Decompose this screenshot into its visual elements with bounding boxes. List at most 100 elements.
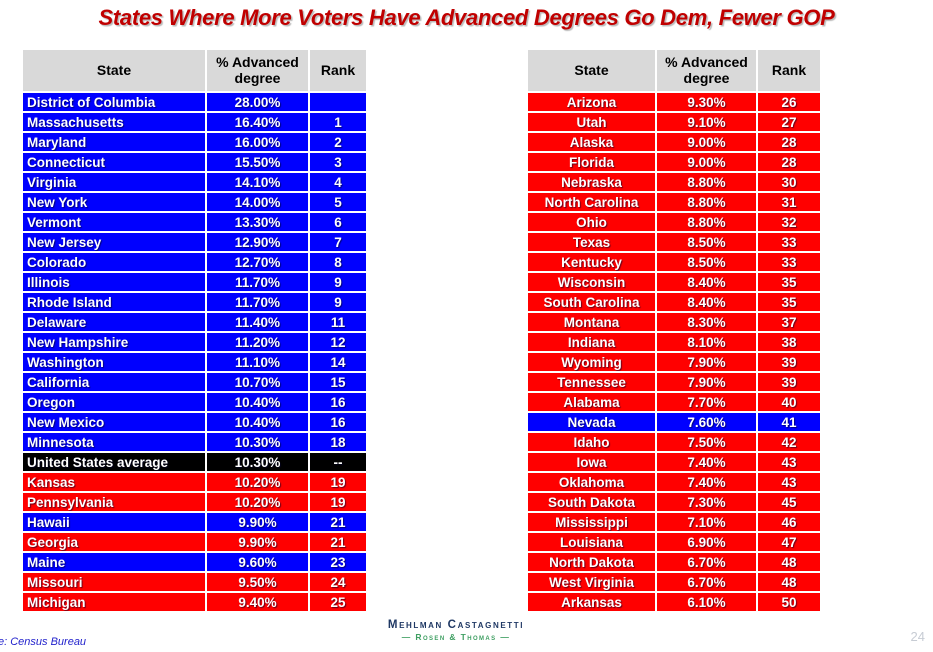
header-row: State% Advanced degree Rank <box>23 50 366 91</box>
cell-state: Ohio <box>528 213 655 231</box>
cell-pct: 28.00% <box>207 93 308 111</box>
table-row: Florida 9.00% 28 <box>528 153 820 171</box>
cell-pct: 14.10% <box>207 173 308 191</box>
cell-state: South Carolina <box>528 293 655 311</box>
cell-pct: 8.50% <box>657 253 756 271</box>
table-row: Hawaii 9.90% 21 <box>23 513 366 531</box>
cell-rank: 2 <box>310 133 366 151</box>
table-row: North Carolina 8.80% 31 <box>528 193 820 211</box>
cell-pct: 8.40% <box>657 293 756 311</box>
cell-rank: 21 <box>310 533 366 551</box>
cell-rank: 3 <box>310 153 366 171</box>
cell-state: Tennessee <box>528 373 655 391</box>
cell-pct: 13.30% <box>207 213 308 231</box>
cell-state: United States average <box>23 453 205 471</box>
cell-state: Kentucky <box>528 253 655 271</box>
cell-pct: 10.40% <box>207 393 308 411</box>
page-number: 24 <box>910 629 925 644</box>
cell-state: Arkansas <box>528 593 655 611</box>
cell-state: Washington <box>23 353 205 371</box>
cell-rank: 35 <box>758 273 820 291</box>
cell-state: North Dakota <box>528 553 655 571</box>
cell-rank: 21 <box>310 513 366 531</box>
cell-state: Kansas <box>23 473 205 491</box>
cell-pct: 10.30% <box>207 453 308 471</box>
cell-pct: 10.20% <box>207 493 308 511</box>
cell-state: Maryland <box>23 133 205 151</box>
cell-pct: 8.80% <box>657 193 756 211</box>
cell-pct: 11.70% <box>207 273 308 291</box>
table-row: South Carolina 8.40% 35 <box>528 293 820 311</box>
cell-rank: 28 <box>758 133 820 151</box>
table-row: Georgia 9.90% 21 <box>23 533 366 551</box>
cell-state: New York <box>23 193 205 211</box>
cell-pct: 7.90% <box>657 373 756 391</box>
cell-pct: 12.90% <box>207 233 308 251</box>
cell-state: Nebraska <box>528 173 655 191</box>
cell-state: Alabama <box>528 393 655 411</box>
table-row: Maine 9.60% 23 <box>23 553 366 571</box>
cell-state: Minnesota <box>23 433 205 451</box>
cell-pct: 7.60% <box>657 413 756 431</box>
cell-pct: 7.50% <box>657 433 756 451</box>
table-row: Indiana 8.10% 38 <box>528 333 820 351</box>
cell-rank: 6 <box>310 213 366 231</box>
cell-pct: 6.70% <box>657 553 756 571</box>
cell-state: West Virginia <box>528 573 655 591</box>
cell-state: Idaho <box>528 433 655 451</box>
cell-state: Colorado <box>23 253 205 271</box>
cell-rank: 5 <box>310 193 366 211</box>
cell-state: Oregon <box>23 393 205 411</box>
cell-pct: 7.30% <box>657 493 756 511</box>
cell-rank: 26 <box>758 93 820 111</box>
cell-rank: 40 <box>758 393 820 411</box>
cell-rank: 35 <box>758 293 820 311</box>
cell-rank: 50 <box>758 593 820 611</box>
cell-pct: 9.90% <box>207 533 308 551</box>
cell-pct: 9.10% <box>657 113 756 131</box>
column-header: Rank <box>310 50 366 91</box>
cell-state: District of Columbia <box>23 93 205 111</box>
cell-pct: 11.20% <box>207 333 308 351</box>
cell-state: Arizona <box>528 93 655 111</box>
table-row: Pennsylvania 10.20% 19 <box>23 493 366 511</box>
cell-state: Nevada <box>528 413 655 431</box>
cell-rank: 46 <box>758 513 820 531</box>
cell-state: Iowa <box>528 453 655 471</box>
cell-state: Florida <box>528 153 655 171</box>
source-note: e: Census Bureau <box>0 636 87 648</box>
cell-pct: 6.10% <box>657 593 756 611</box>
cell-state: North Carolina <box>528 193 655 211</box>
cell-state: Pennsylvania <box>23 493 205 511</box>
cell-rank: 33 <box>758 233 820 251</box>
cell-rank: 41 <box>758 413 820 431</box>
cell-state: Connecticut <box>23 153 205 171</box>
cell-rank: 32 <box>758 213 820 231</box>
cell-pct: 8.40% <box>657 273 756 291</box>
cell-pct: 15.50% <box>207 153 308 171</box>
cell-rank: 30 <box>758 173 820 191</box>
cell-pct: 16.00% <box>207 133 308 151</box>
table-row: Montana 8.30% 37 <box>528 313 820 331</box>
cell-rank: 23 <box>310 553 366 571</box>
cell-rank: 9 <box>310 273 366 291</box>
cell-rank: 8 <box>310 253 366 271</box>
table-row: Oregon 10.40% 16 <box>23 393 366 411</box>
cell-rank: 19 <box>310 493 366 511</box>
cell-state: Massachusetts <box>23 113 205 131</box>
table-row: Kentucky 8.50% 33 <box>528 253 820 271</box>
cell-rank: 39 <box>758 353 820 371</box>
cell-rank: 48 <box>758 573 820 591</box>
cell-pct: 8.80% <box>657 173 756 191</box>
cell-state: Texas <box>528 233 655 251</box>
cell-rank: 25 <box>310 593 366 611</box>
cell-state: Missouri <box>23 573 205 591</box>
states-table-left: State% Advanced degree Rank District of C… <box>21 48 368 613</box>
cell-rank: 19 <box>310 473 366 491</box>
cell-pct: 7.70% <box>657 393 756 411</box>
column-header: State <box>23 50 205 91</box>
cell-pct: 10.70% <box>207 373 308 391</box>
table-row: Mississippi 7.10% 46 <box>528 513 820 531</box>
page-title: States Where More Voters Have Advanced D… <box>98 5 835 30</box>
cell-rank: 7 <box>310 233 366 251</box>
